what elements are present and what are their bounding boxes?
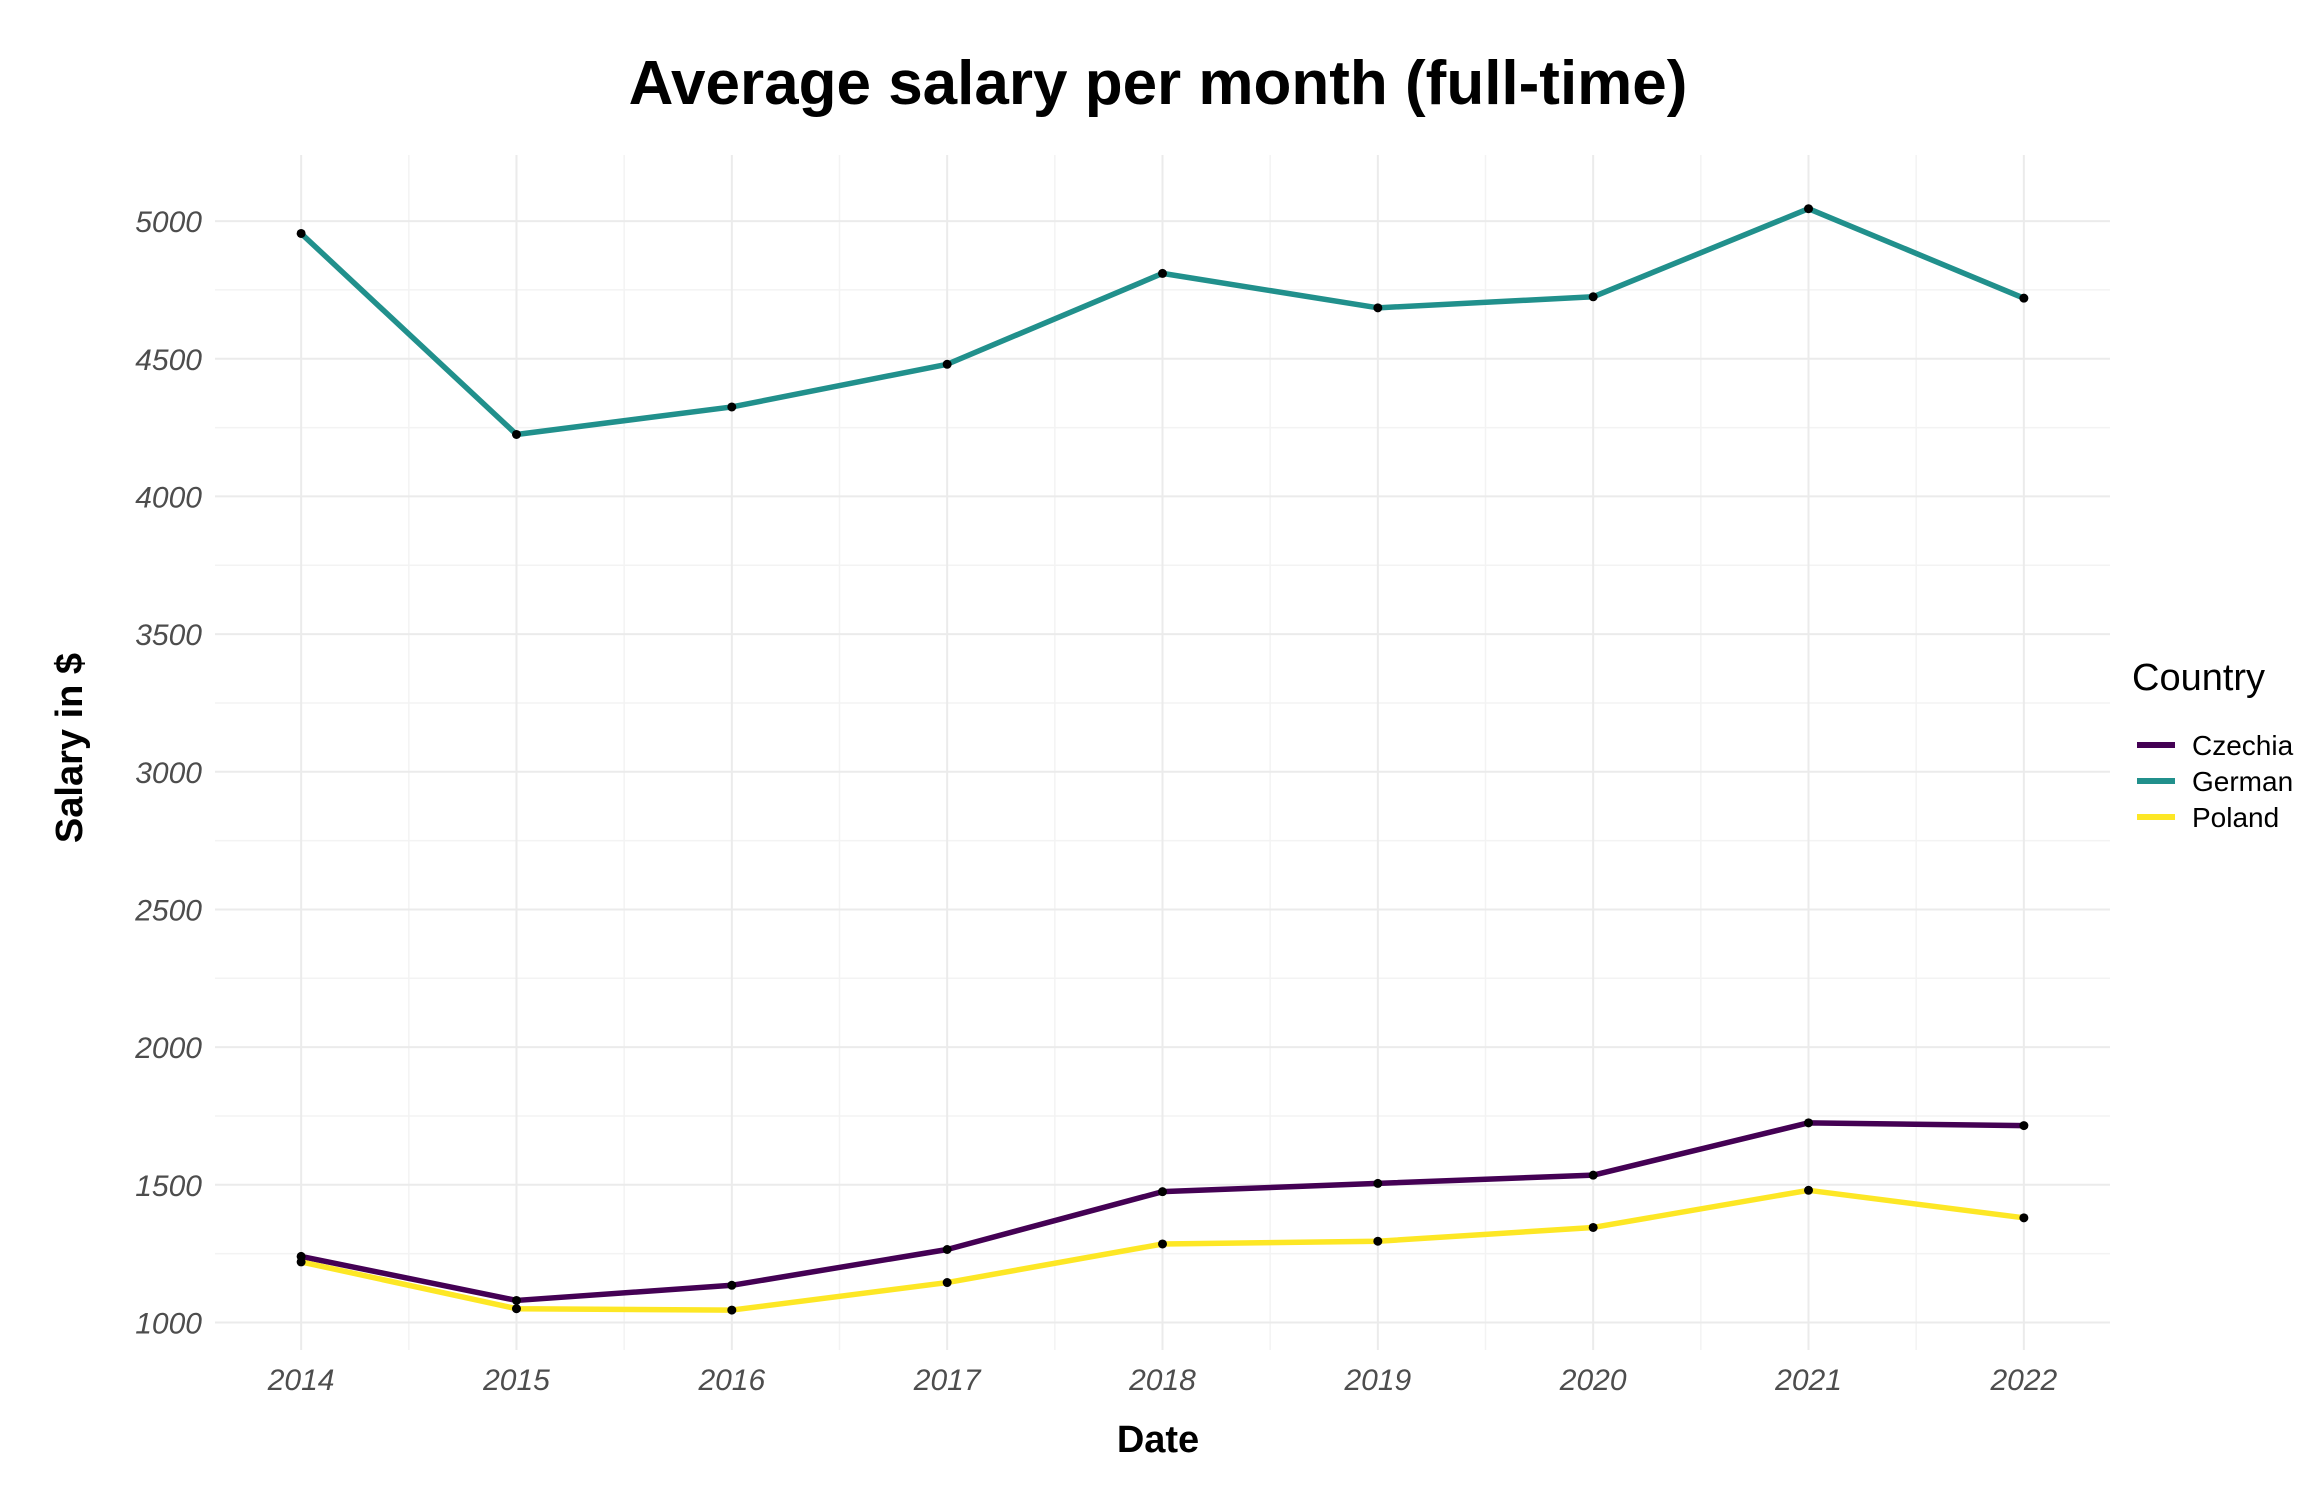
data-point-german [727, 402, 737, 412]
data-point-czechia [511, 1295, 521, 1305]
y-tick-label: 2500 [134, 894, 202, 927]
legend-label-poland: Poland [2192, 802, 2279, 833]
x-tick-label: 2017 [913, 1364, 982, 1397]
data-point-german [1804, 204, 1814, 214]
data-point-german [1373, 303, 1383, 313]
y-axis-ticks: 1000 1500 2000 2500 3000 3500 4000 4500 5000 [134, 206, 202, 1340]
data-points [296, 204, 2029, 1315]
y-tick-label: 3000 [135, 757, 202, 790]
data-point-czechia [1804, 1118, 1814, 1128]
data-point-german [1588, 292, 1598, 302]
y-tick-label: 1500 [135, 1170, 202, 1203]
data-point-czechia [2019, 1121, 2029, 1131]
y-tick-label: 2000 [134, 1032, 202, 1065]
x-tick-label: 2015 [482, 1364, 550, 1397]
data-point-poland [1588, 1222, 1598, 1232]
data-point-german [296, 228, 306, 238]
chart-title: Average salary per month (full-time) [629, 49, 1688, 118]
x-tick-label: 2022 [1989, 1364, 2057, 1397]
x-tick-label: 2020 [1559, 1364, 1627, 1397]
data-point-poland [1158, 1239, 1167, 1249]
y-tick-label: 4000 [135, 481, 202, 514]
data-point-poland [296, 1257, 306, 1267]
data-point-czechia [1373, 1178, 1383, 1188]
legend-title: Country [2132, 657, 2265, 699]
data-point-czechia [942, 1244, 952, 1254]
data-point-poland [1804, 1185, 1814, 1195]
grid [215, 155, 2110, 1350]
data-point-poland [511, 1304, 521, 1314]
y-tick-label: 4500 [135, 344, 202, 377]
data-point-german [511, 429, 521, 439]
x-tick-label: 2021 [1774, 1364, 1842, 1397]
x-tick-label: 2014 [267, 1364, 335, 1397]
x-axis-ticks: 2014 2015 2016 2017 2018 2019 2020 2021 2022 [267, 1364, 2058, 1397]
x-tick-label: 2016 [697, 1364, 765, 1397]
data-point-german [2019, 293, 2029, 303]
y-tick-label: 3500 [135, 619, 202, 652]
legend-label-german: German [2192, 766, 2293, 797]
data-point-czechia [727, 1280, 737, 1290]
data-point-czechia [1588, 1170, 1598, 1180]
data-point-poland [1373, 1236, 1383, 1246]
y-tick-label: 1000 [135, 1307, 202, 1340]
x-tick-label: 2018 [1128, 1364, 1196, 1397]
legend-items: Czechia German Poland [2137, 730, 2294, 833]
data-point-poland [942, 1278, 952, 1288]
data-point-poland [727, 1305, 737, 1315]
x-tick-label: 2019 [1343, 1364, 1411, 1397]
data-point-german [1158, 268, 1167, 278]
data-point-german [942, 359, 952, 369]
data-point-poland [2019, 1213, 2029, 1223]
legend: Country Czechia German Poland [2132, 657, 2294, 833]
y-tick-label: 5000 [135, 206, 202, 239]
x-axis-title: Date [1117, 1419, 1199, 1461]
y-axis-title: Salary in $ [49, 653, 91, 843]
data-point-czechia [1158, 1187, 1167, 1197]
legend-label-czechia: Czechia [2192, 730, 2294, 761]
